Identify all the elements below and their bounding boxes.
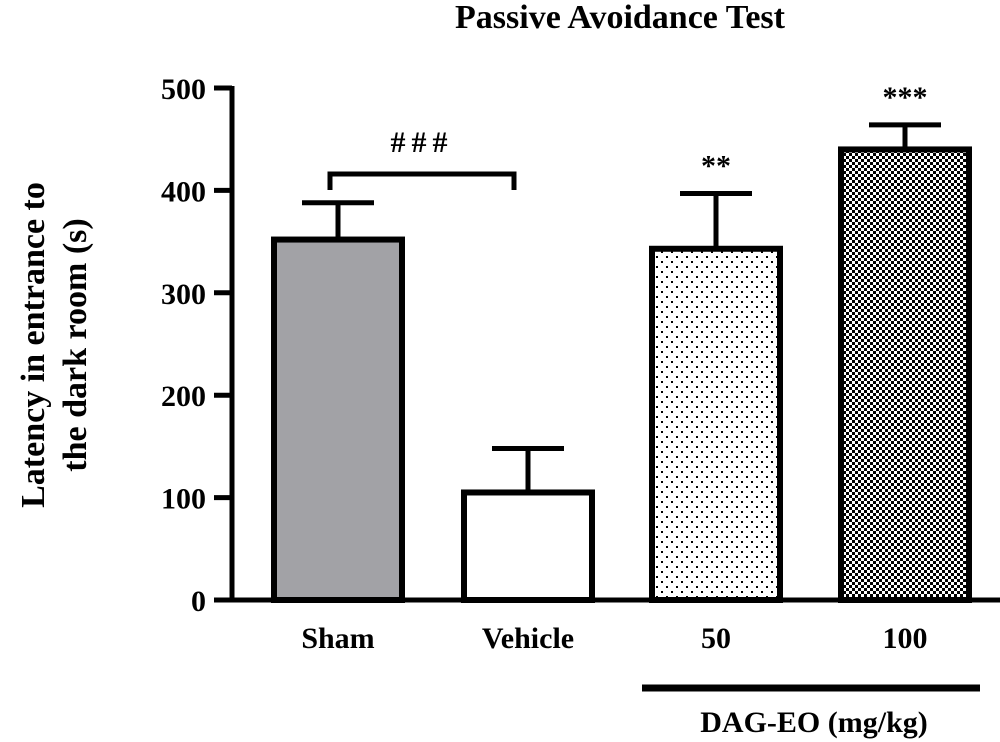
y-tick-label: 400 — [161, 175, 206, 208]
x-tick-label: 50 — [701, 622, 731, 655]
group-label: DAG-EO (mg/kg) — [700, 706, 928, 739]
bar-sham — [271, 236, 405, 603]
y-tick-label: 500 — [161, 73, 206, 106]
comparison-bracket — [327, 171, 517, 190]
y-tick-label: 0 — [191, 585, 206, 618]
y-tick-label: 200 — [161, 380, 206, 413]
x-tick-label: Sham — [301, 622, 374, 655]
bar-100 — [838, 146, 972, 603]
chart-title: Passive Avoidance Test — [455, 0, 786, 36]
x-tick-label: 100 — [883, 622, 928, 655]
x-tick-label: Vehicle — [482, 622, 574, 655]
annotations: ### DAG-EO (mg/kg) — [327, 126, 980, 739]
bar-50 — [649, 245, 783, 603]
y-tick-label: 100 — [161, 483, 206, 516]
y-axis-label-line-2: the dark room (s) — [57, 218, 94, 471]
significance-marker: *** — [883, 81, 928, 114]
comparison-label: ### — [391, 126, 454, 159]
bars: Sham Vehicle 50 ** 100 *** — [271, 81, 972, 655]
y-tick-label: 300 — [161, 278, 206, 311]
y-axis-label-line-1: Latency in entrance to — [15, 182, 52, 508]
bar-vehicle — [461, 489, 595, 604]
significance-marker: ** — [701, 149, 731, 182]
